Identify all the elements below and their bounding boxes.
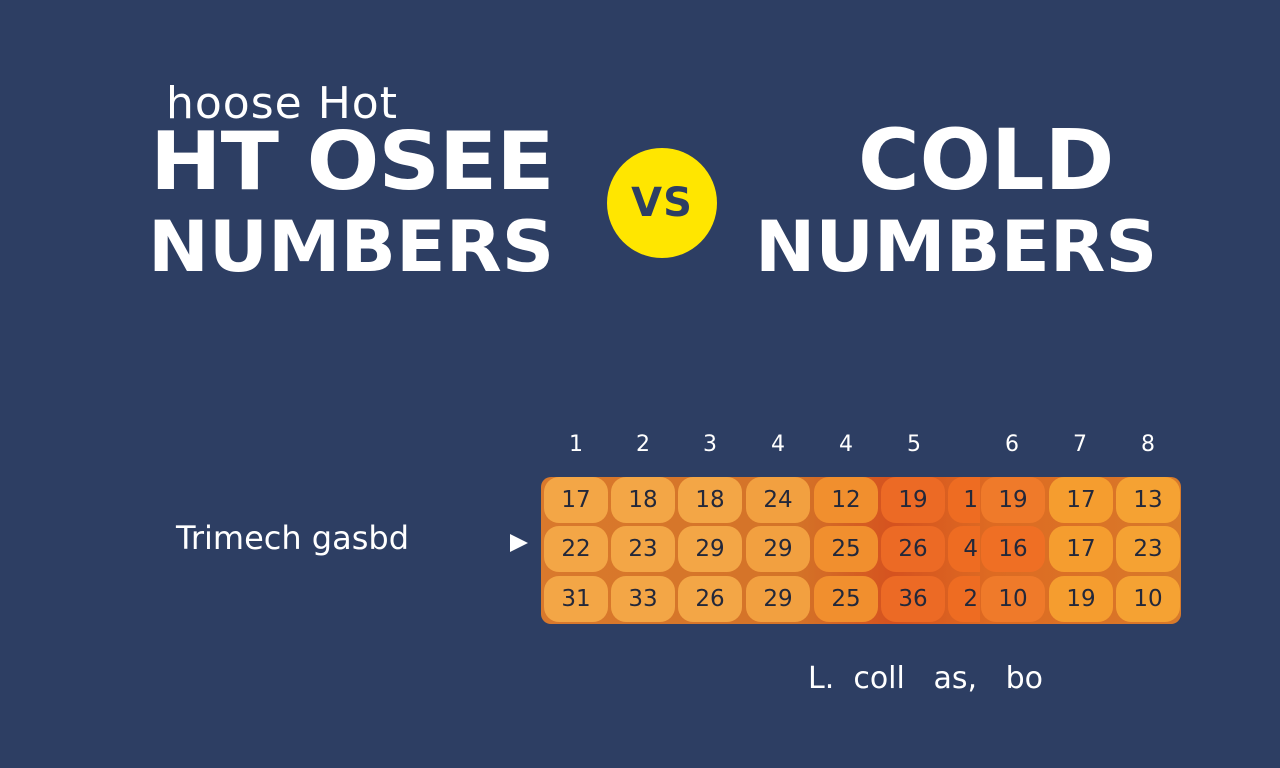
number-cell: 23 bbox=[611, 526, 675, 572]
play-arrow-icon bbox=[510, 534, 528, 552]
number-cell: 29 bbox=[746, 526, 810, 572]
number-cell: 13 bbox=[1116, 477, 1180, 523]
number-cell: 25 bbox=[814, 526, 878, 572]
number-cell: 10 bbox=[1116, 576, 1180, 622]
side-label: Trimech gasbd bbox=[176, 519, 410, 557]
headline-left-small: hoose Hot bbox=[166, 78, 398, 129]
number-cell: 2 bbox=[948, 576, 980, 622]
number-cell: 19 bbox=[981, 477, 1045, 523]
number-cell: 19 bbox=[881, 477, 945, 523]
headline-left-line1: HT OSEE bbox=[150, 115, 555, 208]
vs-label: VS bbox=[631, 180, 693, 226]
column-header: 1 bbox=[569, 432, 583, 457]
column-header: 3 bbox=[703, 432, 717, 457]
number-cell: 23 bbox=[1116, 526, 1180, 572]
number-cell: 19 bbox=[1049, 576, 1113, 622]
number-cell: 24 bbox=[746, 477, 810, 523]
number-cell: 17 bbox=[544, 477, 608, 523]
number-cell: 18 bbox=[611, 477, 675, 523]
bottom-caption: L. coll as, bo bbox=[808, 661, 1044, 696]
headline-right-line2: NUMBERS bbox=[755, 206, 1158, 288]
column-header: 2 bbox=[636, 432, 650, 457]
number-cell: 26 bbox=[881, 526, 945, 572]
column-header: 7 bbox=[1073, 432, 1087, 457]
number-cell: 10 bbox=[981, 576, 1045, 622]
number-cell: 29 bbox=[678, 526, 742, 572]
number-cell: 18 bbox=[678, 477, 742, 523]
number-cell: 26 bbox=[678, 576, 742, 622]
number-cell: 36 bbox=[881, 576, 945, 622]
column-header: 4 bbox=[839, 432, 853, 457]
number-cell: 17 bbox=[1049, 477, 1113, 523]
column-header: 5 bbox=[907, 432, 921, 457]
number-cell: 17 bbox=[1049, 526, 1113, 572]
column-header: 6 bbox=[1005, 432, 1019, 457]
column-header: 4 bbox=[771, 432, 785, 457]
column-header: 8 bbox=[1141, 432, 1155, 457]
number-cell: 16 bbox=[981, 526, 1045, 572]
number-cell: 1 bbox=[948, 477, 980, 523]
number-cell: 25 bbox=[814, 576, 878, 622]
headline-left-line2: NUMBERS bbox=[148, 206, 555, 288]
headline-right-line1: COLD bbox=[858, 111, 1115, 209]
number-cell: 4 bbox=[948, 526, 980, 572]
number-cell: 29 bbox=[746, 576, 810, 622]
number-cell: 22 bbox=[544, 526, 608, 572]
number-cell: 33 bbox=[611, 576, 675, 622]
number-cell: 31 bbox=[544, 576, 608, 622]
number-cell: 12 bbox=[814, 477, 878, 523]
vs-badge: VS bbox=[607, 148, 717, 258]
